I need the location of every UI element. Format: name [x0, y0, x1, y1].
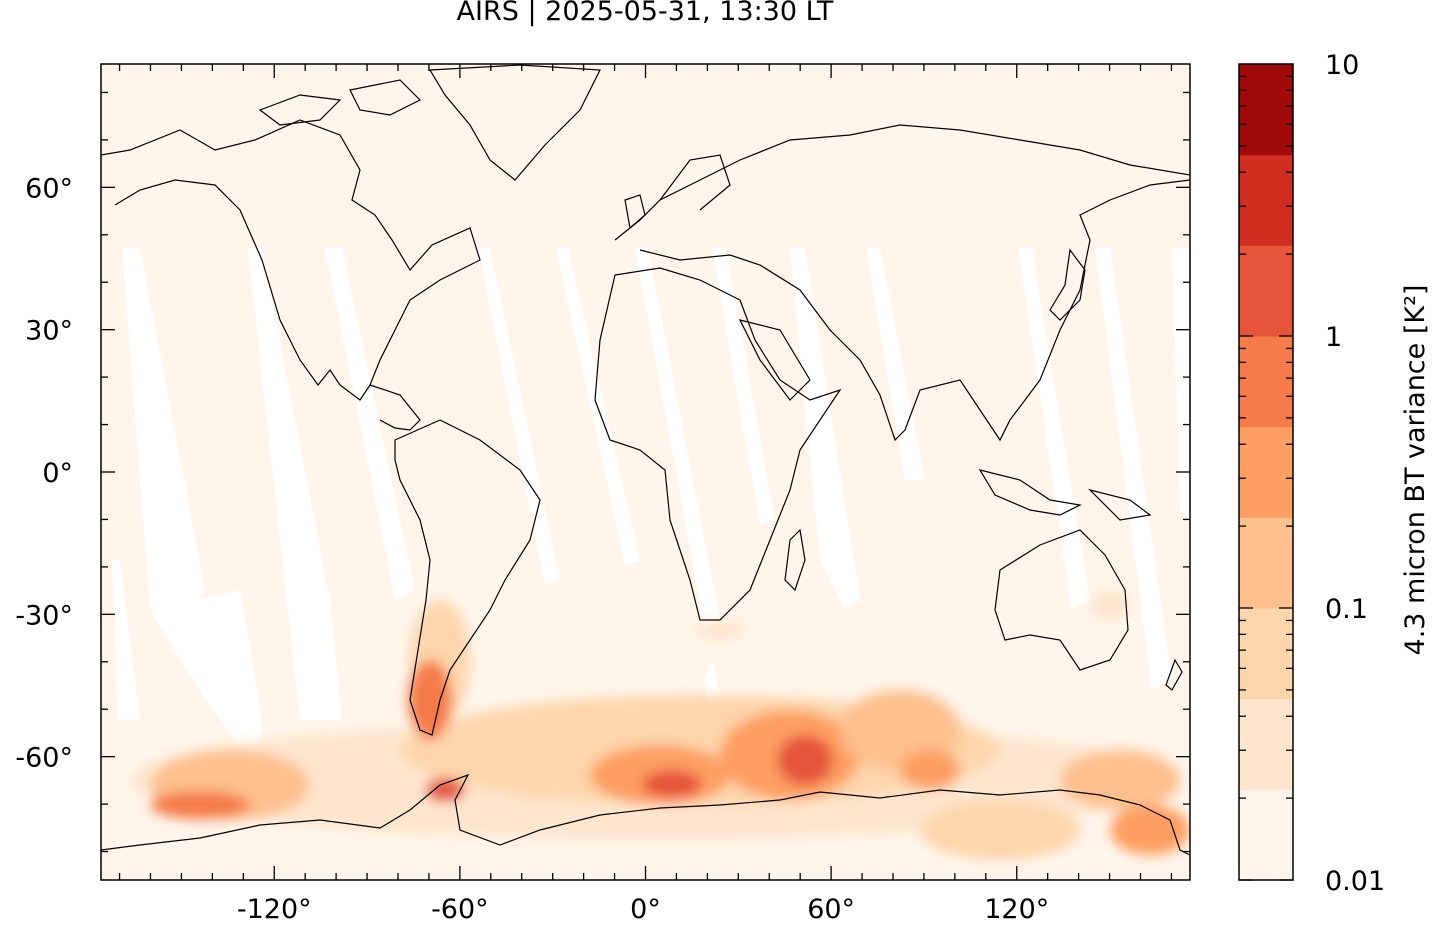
- colorbar-segment: [1239, 154, 1293, 246]
- variance-field: [130, 590, 1190, 860]
- colorbar-segment: [1239, 426, 1293, 518]
- lat-tick-label: 0°: [42, 458, 73, 489]
- lat-tick-label: 30°: [25, 316, 73, 347]
- colorbar-segment: [1239, 64, 1293, 156]
- lon-tick-label: 0°: [630, 894, 661, 925]
- colorbar-segment: [1239, 517, 1293, 609]
- colorbar-tick-label: 0.1: [1325, 594, 1368, 625]
- colorbar-tick-label: 0.01: [1325, 866, 1385, 897]
- colorbar-segment: [1239, 336, 1293, 428]
- colorbar-segment: [1239, 245, 1293, 337]
- colorbar-label: 4.3 micron BT variance [K²]: [1400, 284, 1431, 656]
- colorbar-segment: [1239, 608, 1293, 700]
- colorbar-tick-label: 1: [1325, 322, 1342, 353]
- colorbar-axis: 10 1 0.1 0.01: [1239, 50, 1385, 897]
- lon-tick-label: 120°: [984, 894, 1049, 925]
- lat-tick-label: -30°: [15, 600, 73, 631]
- colorbar: [1238, 63, 1294, 881]
- lat-tick-label: -60°: [15, 743, 73, 774]
- lon-tick-label: -120°: [237, 894, 312, 925]
- coastlines: [101, 64, 1190, 856]
- colorbar-frame: [1238, 63, 1294, 881]
- lon-tick-label: 60°: [807, 894, 855, 925]
- colorbar-tick-label: 10: [1325, 50, 1359, 81]
- lat-tick-label: 60°: [25, 173, 73, 204]
- lon-axis: -120° -60° 0° 60° 120°: [118, 64, 1173, 925]
- map-title: AIRS | 2025-05-31, 13:30 LT: [456, 0, 834, 27]
- colorbar-segment: [1239, 789, 1293, 881]
- colorbar-segment: [1239, 698, 1293, 790]
- lon-tick-label: -60°: [431, 894, 489, 925]
- lat-axis: 60° 30° 0° -30° -60°: [15, 91, 1190, 853]
